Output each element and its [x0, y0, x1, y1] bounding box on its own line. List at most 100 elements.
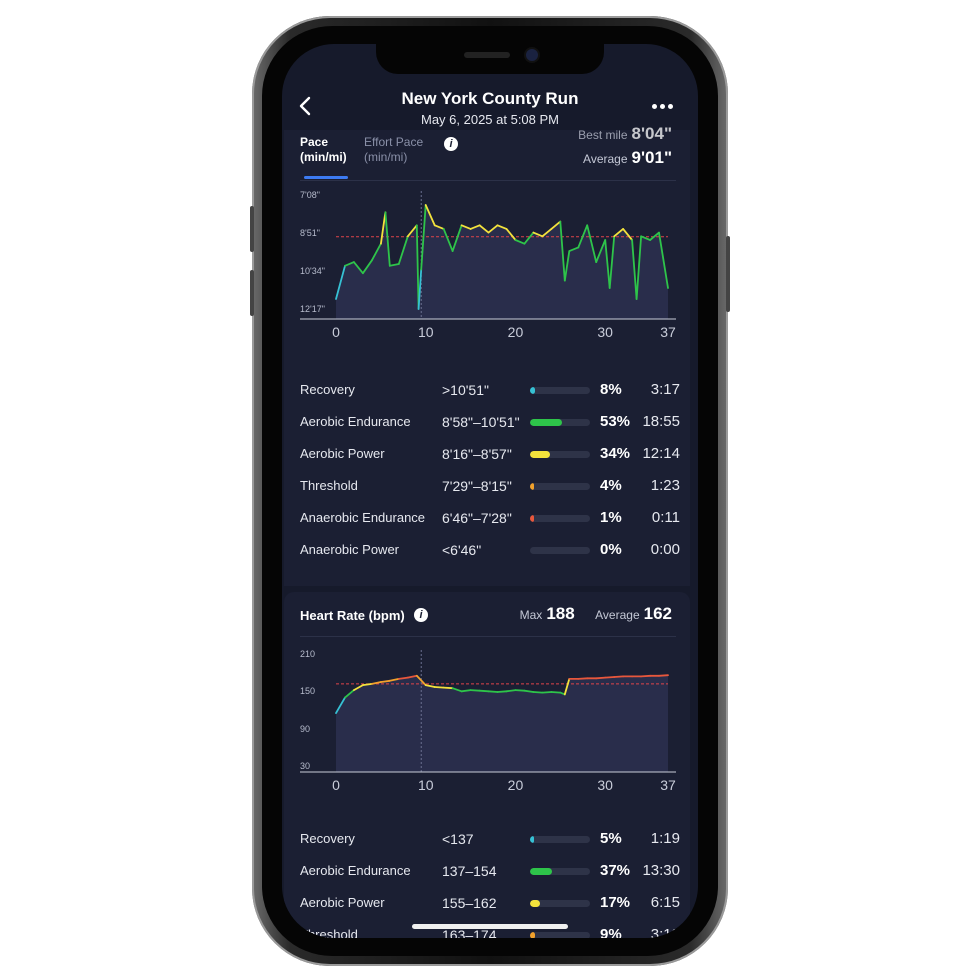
series-line-segment: [433, 224, 445, 230]
series-line-segment: [442, 686, 454, 690]
series-line-segment: [532, 231, 544, 238]
zone-range: 6'46"–7'28": [442, 510, 512, 526]
series-line-segment: [478, 689, 490, 693]
chart-area-fill: [336, 675, 668, 772]
zone-time: 3:18: [650, 926, 680, 938]
zone-name: Aerobic Power: [300, 895, 385, 910]
series-line-segment: [478, 224, 490, 234]
zone-time: 6:15: [650, 894, 680, 911]
zone-time: 18:55: [642, 413, 680, 430]
hr-average-label: Average: [595, 608, 640, 622]
zone-name: Threshold: [300, 927, 358, 938]
series-line-segment: [388, 678, 400, 682]
x-tick-label: 37: [660, 777, 676, 793]
nav-header: New York County Run May 6, 2025 at 5:08 …: [282, 84, 698, 130]
zone-bar: [530, 483, 590, 490]
zone-time: 12:14: [642, 445, 680, 462]
zone-percent: 9%: [600, 926, 622, 938]
zone-range: 8'58"–10'51": [442, 414, 520, 430]
notch: [376, 44, 604, 74]
zone-row: Anaerobic Power <6'46" 0% 0:00: [300, 540, 680, 560]
info-icon[interactable]: i: [444, 137, 458, 151]
zone-bar-fill: [530, 451, 551, 458]
heart-info-icon[interactable]: i: [414, 608, 428, 622]
zone-range: >10'51": [442, 382, 489, 398]
zone-range: 8'16"–8'57": [442, 446, 512, 462]
zone-percent: 34%: [600, 445, 631, 462]
series-line-segment: [469, 224, 481, 230]
pace-average-stat: Average 9'01": [583, 148, 672, 168]
pace-average-value: 9'01": [631, 148, 672, 167]
zone-percent: 1%: [600, 509, 622, 526]
best-mile-value: 8'04": [631, 124, 672, 143]
zone-bar-fill: [530, 387, 535, 394]
zone-time: 13:30: [642, 862, 680, 879]
tab-pace[interactable]: Pace (min/mi): [300, 135, 347, 165]
volume-up-button: [250, 206, 254, 252]
series-line-segment: [460, 224, 472, 230]
screen: New York County Run May 6, 2025 at 5:08 …: [282, 44, 698, 938]
zone-percent: 8%: [600, 381, 622, 398]
zone-bar: [530, 387, 590, 394]
zone-row: Aerobic Endurance 137–154 37% 13:30: [300, 861, 680, 881]
series-line-segment: [487, 690, 499, 693]
zone-row: Anaerobic Endurance 6'46"–7'28" 1% 0:11: [300, 508, 680, 528]
series-line-segment: [442, 228, 454, 252]
zone-time: 1:23: [650, 477, 680, 494]
series-line-segment: [631, 239, 638, 300]
series-line-segment: [371, 242, 382, 262]
pace-card: Pace (min/mi) Effort Pace (min/mi) i Bes…: [284, 124, 690, 586]
series-line-segment: [424, 684, 436, 688]
tab-effort-pace[interactable]: Effort Pace (min/mi): [364, 135, 423, 165]
tab-pace-unit: (min/mi): [300, 150, 347, 164]
tab-pace-label: Pace: [300, 135, 329, 149]
heart-rate-card: Heart Rate (bpm) i Max 188 Average 162 210…: [284, 592, 690, 938]
zone-name: Aerobic Power: [300, 446, 385, 461]
series-line-segment: [613, 228, 625, 238]
series-line-segment: [604, 676, 616, 679]
series-line-segment: [604, 239, 611, 289]
series-line-segment: [380, 679, 391, 683]
home-indicator[interactable]: [412, 924, 568, 929]
zone-name: Anaerobic Power: [300, 542, 399, 557]
zone-bar-fill: [530, 836, 534, 843]
series-line-segment: [649, 231, 660, 241]
series-line-segment: [344, 689, 355, 699]
x-tick-label: 20: [508, 777, 524, 793]
series-line-segment: [550, 691, 562, 694]
zone-bar-fill: [530, 900, 541, 907]
zone-row: Aerobic Power 8'16"–8'57" 34% 12:14: [300, 444, 680, 464]
activity-title: New York County Run: [401, 89, 579, 108]
zone-range: <6'46": [442, 542, 482, 558]
earpiece-speaker: [464, 52, 510, 58]
zone-percent: 5%: [600, 830, 622, 847]
power-button: [726, 236, 730, 312]
series-line-segment: [563, 250, 571, 282]
series-line-segment: [433, 686, 445, 689]
zone-bar: [530, 547, 590, 554]
series-line-segment: [514, 239, 526, 245]
series-line-segment: [640, 235, 652, 241]
series-line-segment: [406, 674, 418, 679]
series-line-segment: [523, 689, 535, 693]
series-line-segment: [335, 696, 346, 714]
zone-row: Recovery >10'51" 8% 3:17: [300, 380, 680, 400]
series-line-segment: [505, 689, 517, 693]
zone-row: Aerobic Endurance 8'58"–10'51" 53% 18:55: [300, 412, 680, 432]
zone-row: Recovery <137 5% 1:19: [300, 829, 680, 849]
zone-name: Recovery: [300, 382, 355, 397]
x-tick-label: 30: [597, 777, 613, 793]
zone-name: Anaerobic Endurance: [300, 510, 426, 525]
zone-bar: [530, 419, 590, 426]
hr-average-value: 162: [643, 604, 672, 623]
y-tick-label: 30: [300, 761, 310, 771]
back-arrow-icon[interactable]: [294, 94, 318, 118]
series-line-segment: [353, 261, 364, 275]
series-line-segment: [658, 231, 669, 289]
more-options-icon[interactable]: [652, 104, 674, 110]
series-line-segment: [353, 684, 364, 691]
pace-chart: 7'08" 8'51" 10'34" 12'17" 0 10 20 30 37: [300, 190, 676, 340]
series-line-segment: [420, 204, 427, 271]
series-line-segment: [344, 261, 355, 267]
tab-effort-pace-label: Effort Pace: [364, 135, 424, 149]
